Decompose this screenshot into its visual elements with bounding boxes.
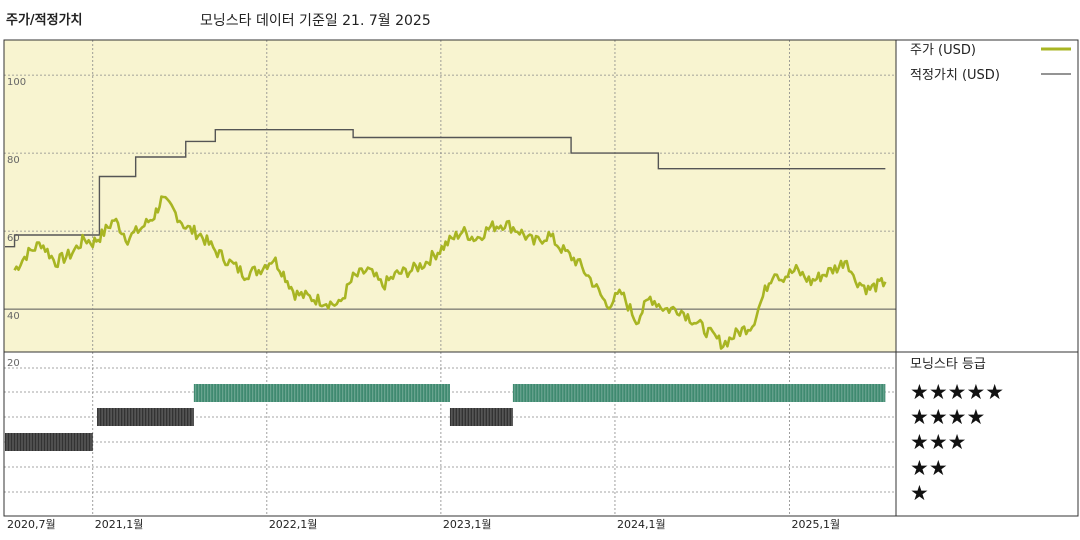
fair-value-series [5, 129, 886, 248]
price-panel-background [4, 40, 896, 352]
y-tick-label: 40 [7, 311, 20, 322]
y-axis-labels: 40 60 80 100 20 [7, 77, 26, 369]
rating-2-stars: ★★ [910, 456, 948, 480]
x-tick-label: 2022,1월 [269, 518, 318, 531]
rating-bars [5, 384, 886, 451]
outer-frame [3, 39, 1079, 517]
x-tick-label: 2024,1월 [617, 518, 666, 531]
y-tick-label: 80 [7, 155, 20, 166]
data-date-subtitle: 모닝스타 데이터 기준일 21. 7월 2025 [200, 13, 431, 29]
x-axis-labels: 2020,7월 2021,1월 2022,1월 2023,1월 2024,1월 2025,… [7, 518, 840, 531]
rating-bar-4-star [449, 408, 513, 426]
rating-3-stars: ★★★ [910, 430, 966, 454]
x-tick-label: 2020,7월 [7, 518, 56, 531]
rating-5-stars: ★★★★★ [910, 380, 1004, 404]
gridlines [4, 40, 896, 516]
rating-bar-5-star [512, 384, 886, 402]
y-tick-label: 100 [7, 77, 26, 88]
rating-y-tick-label: 20 [7, 358, 20, 369]
x-tick-label: 2023,1월 [443, 518, 492, 531]
rating-4-stars: ★★★★ [910, 405, 985, 429]
panel-frame [3, 39, 1079, 517]
x-tick-label: 2021,1월 [95, 518, 144, 531]
price-line [13, 195, 887, 350]
legend-price-label: 주가 (USD) [910, 43, 976, 58]
rating-1-star: ★ [910, 481, 929, 505]
x-tick-label: 2025,1월 [792, 518, 841, 531]
fair-value-line [5, 129, 886, 248]
y-tick-label: 60 [7, 233, 20, 244]
rating-bar-4-star [97, 408, 194, 426]
legend: 주가 (USD) 적정가치 (USD) 모닝스타 등급 ★★★★★ ★★★★ ★… [910, 43, 1071, 505]
chart-title: 주가/적정가치 [6, 13, 83, 28]
rating-legend-title: 모닝스타 등급 [910, 357, 986, 372]
price-panel-fill [4, 40, 896, 352]
price-series [13, 195, 887, 350]
legend-fair-label: 적정가치 (USD) [910, 68, 1000, 83]
